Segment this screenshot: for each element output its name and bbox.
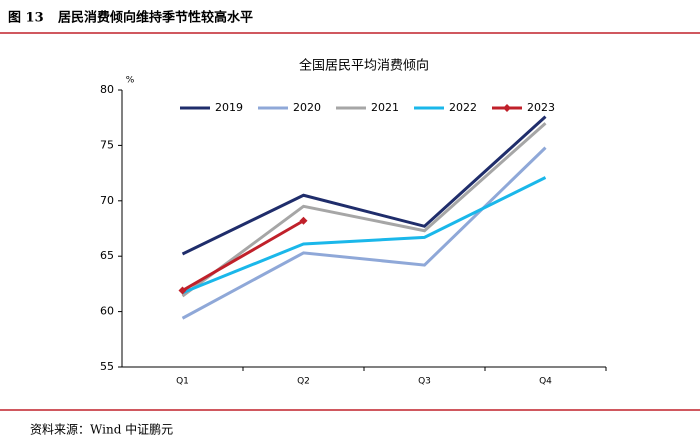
series-line (181, 122, 547, 298)
legend-label: 2019 (215, 101, 243, 114)
marker (299, 216, 308, 225)
y-tick-label: 65 (100, 249, 114, 262)
marker (503, 104, 511, 112)
source: 资料来源：Wind 中证鹏元 (30, 422, 173, 437)
legend-label: 2021 (371, 101, 399, 114)
y-tick-label: 70 (100, 194, 114, 207)
figure-title: 居民消费倾向维持季节性较高水平 (58, 10, 253, 26)
x-tick-label: Q1 (176, 377, 189, 387)
y-tick-label: 55 (100, 360, 114, 373)
legend-label: 2022 (449, 101, 477, 114)
figure-label: 图 13 (8, 11, 44, 26)
y-tick-label: 75 (100, 138, 114, 151)
x-tick-label: Q4 (539, 377, 552, 387)
y-tick-label: 80 (100, 83, 114, 96)
legend-label: 2020 (293, 101, 321, 114)
marker (178, 286, 187, 295)
chart-title: 全国居民平均消费倾向 (299, 58, 429, 74)
x-tick-label: Q2 (297, 377, 310, 387)
y-tick-label: 60 (100, 305, 114, 318)
y-unit: % (126, 76, 135, 86)
series-line (181, 219, 305, 292)
series-line (181, 176, 547, 295)
x-tick-label: Q3 (418, 377, 431, 387)
legend-label: 2023 (527, 101, 555, 114)
series-line (181, 115, 547, 256)
